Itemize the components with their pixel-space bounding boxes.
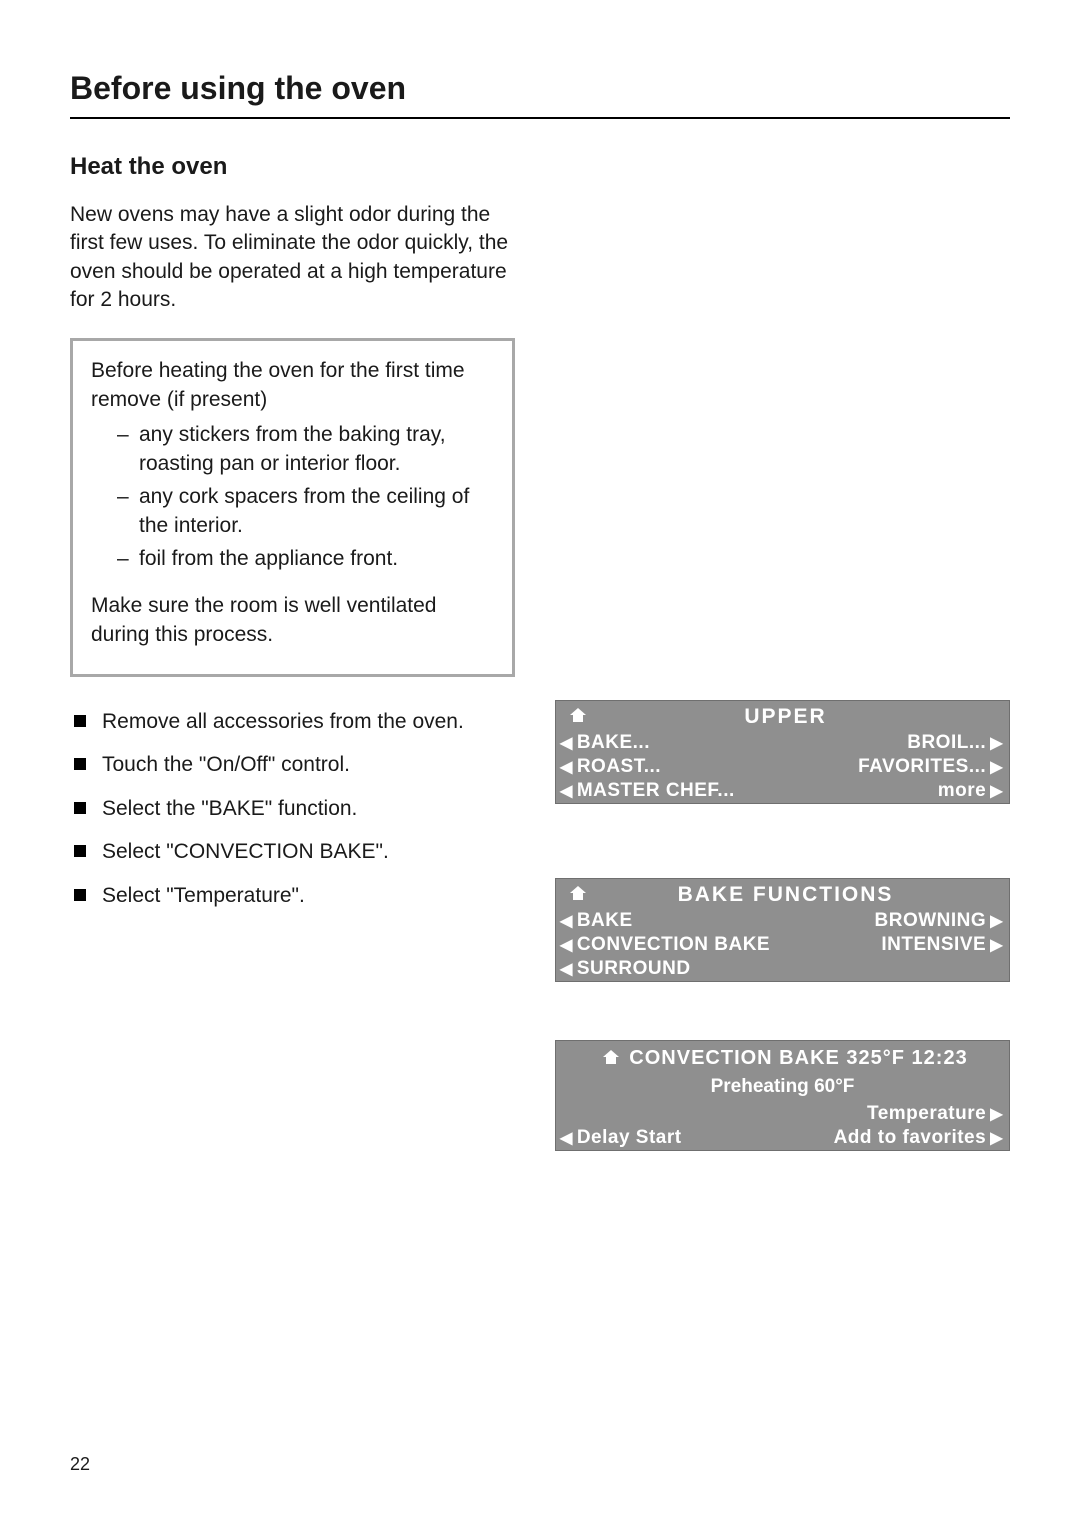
lcd-option-add-favorites[interactable]: Add to favorites▶ [834, 1127, 1003, 1149]
lcd-header: UPPER [592, 705, 979, 729]
home-icon [603, 1047, 619, 1070]
lcd-panel-convection: CONVECTION BAKE 325°F 12:23 Preheating 6… [555, 1040, 1010, 1151]
home-icon [570, 884, 586, 906]
lcd-panel-upper: UPPER ◀BAKE... BROIL...▶ ◀ROAST... FAVOR… [555, 700, 1010, 804]
lcd-option-intensive[interactable]: INTENSIVE▶ [881, 934, 1003, 956]
callout-lead: Before heating the oven for the first ti… [91, 357, 494, 415]
callout-box: Before heating the oven for the first ti… [70, 338, 515, 677]
step-item: Select the "BAKE" function. [70, 794, 515, 823]
step-item: Remove all accessories from the oven. [70, 707, 515, 736]
lcd-option-delay-start[interactable]: ◀Delay Start [560, 1127, 682, 1149]
intro-paragraph: New ovens may have a slight odor during … [70, 201, 515, 314]
page-number: 22 [70, 1454, 90, 1475]
lcd-panel-bake-functions: BAKE FUNCTIONS ◀BAKE BROWNING▶ ◀CONVECTI… [555, 878, 1010, 982]
step-item: Select "Temperature". [70, 881, 515, 910]
lcd-header: CONVECTION BAKE 325°F 12:23 [629, 1047, 967, 1069]
lcd-option-masterchef[interactable]: ◀MASTER CHEF... [560, 780, 735, 802]
callout-trail: Make sure the room is well ventilated du… [91, 592, 494, 650]
lcd-option-more[interactable]: more▶ [938, 780, 1003, 802]
lcd-option-convection-bake[interactable]: ◀CONVECTION BAKE [560, 934, 770, 956]
lcd-option-temperature[interactable]: Temperature▶ [867, 1103, 1003, 1125]
lcd-header: BAKE FUNCTIONS [592, 883, 979, 907]
title-rule [70, 117, 1010, 119]
callout-item: foil from the appliance front. [117, 545, 494, 574]
callout-item: any cork spacers from the ceiling of the… [117, 483, 494, 541]
lcd-option-broil[interactable]: BROIL...▶ [907, 732, 1003, 754]
steps-list: Remove all accessories from the oven. To… [70, 707, 515, 910]
home-icon [570, 706, 586, 728]
step-item: Touch the "On/Off" control. [70, 750, 515, 779]
lcd-preheat: Preheating 60°F [556, 1072, 1009, 1102]
lcd-option-surround[interactable]: ◀SURROUND [560, 958, 691, 980]
lcd-option-bake[interactable]: ◀BAKE [560, 910, 633, 932]
page-title: Before using the oven [70, 70, 1010, 107]
lcd-option-favorites[interactable]: FAVORITES...▶ [858, 756, 1003, 778]
lcd-option-roast[interactable]: ◀ROAST... [560, 756, 661, 778]
lcd-option-bake[interactable]: ◀BAKE... [560, 732, 650, 754]
step-item: Select "CONVECTION BAKE". [70, 837, 515, 866]
callout-item: any stickers from the baking tray, roast… [117, 421, 494, 479]
lcd-option-browning[interactable]: BROWNING▶ [875, 910, 1003, 932]
section-subtitle: Heat the oven [70, 153, 515, 181]
